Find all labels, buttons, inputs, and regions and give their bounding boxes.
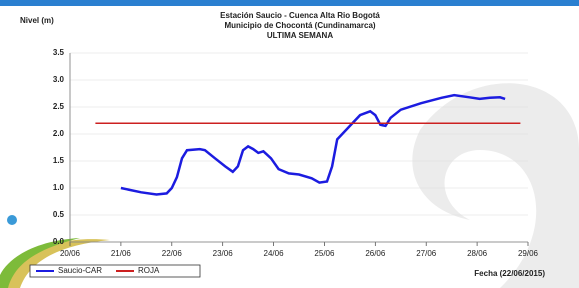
y-tick-label: 3.5: [53, 48, 65, 57]
x-tick-label: 26/06: [365, 249, 386, 258]
x-tick-label: 21/06: [111, 249, 132, 258]
y-tick-label: 0.5: [53, 210, 65, 219]
x-tick-label: 20/06: [60, 249, 81, 258]
x-axis-label: Fecha (22/06/2015): [474, 269, 545, 278]
decor-dot: [7, 215, 17, 225]
chart-subtitle: Municipio de Chocontá (Cundinamarca): [224, 21, 375, 30]
y-tick-label: 2.5: [53, 102, 65, 111]
x-tick-label: 23/06: [213, 249, 234, 258]
x-tick-label: 25/06: [314, 249, 335, 258]
x-tick-label: 27/06: [416, 249, 437, 258]
page: Estación Saucio - Cuenca Alta Rio Bogotá…: [0, 0, 579, 288]
y-tick-label: 2.0: [53, 129, 65, 138]
y-tick-label: 1.5: [53, 156, 65, 165]
x-tick-label: 24/06: [264, 249, 285, 258]
chart-title: Estación Saucio - Cuenca Alta Rio Bogotá: [220, 11, 380, 20]
legend-label: ROJA: [138, 266, 160, 275]
legend-box: [30, 265, 200, 277]
chart: Estación Saucio - Cuenca Alta Rio Bogotá…: [0, 0, 579, 288]
x-tick-label: 29/06: [518, 249, 539, 258]
y-tick-label: 1.0: [53, 183, 65, 192]
x-tick-label: 28/06: [467, 249, 488, 258]
y-tick-label: 3.0: [53, 75, 65, 84]
y-axis-label: Nivel (m): [20, 16, 54, 25]
header-band: [0, 0, 579, 6]
y-tick-label: 0.0: [53, 237, 65, 246]
chart-subtitle: ULTIMA SEMANA: [267, 31, 333, 40]
legend-label: Saucio-CAR: [58, 266, 102, 275]
x-tick-label: 22/06: [162, 249, 183, 258]
